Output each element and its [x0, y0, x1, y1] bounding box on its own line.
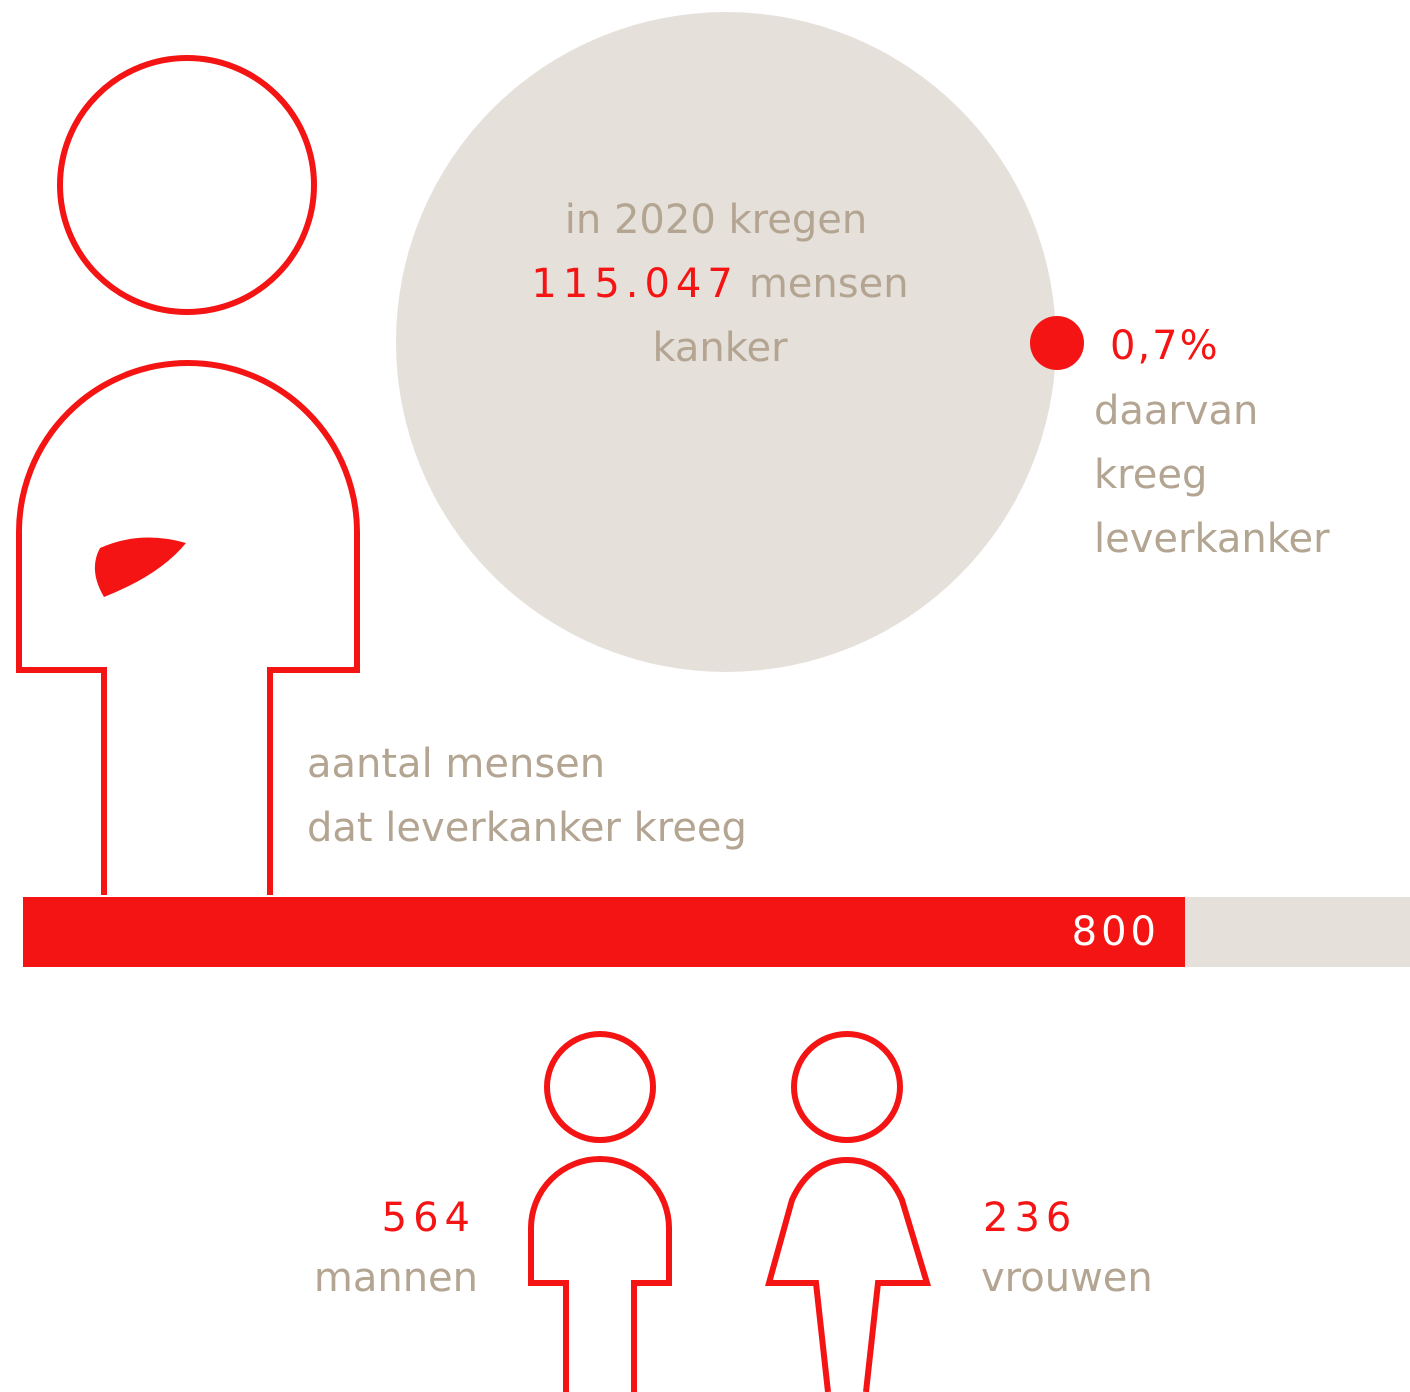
- circle-line3: kanker: [652, 325, 788, 371]
- infographic: in 2020 kregen 115.047mensen kanker 0,7%…: [0, 0, 1410, 1392]
- men-value: 564: [382, 1195, 476, 1241]
- man-head: [547, 1034, 653, 1140]
- bar-fill: [23, 897, 1185, 967]
- share-line: kreeg: [1094, 452, 1207, 498]
- woman-body: [769, 1160, 927, 1392]
- man-body: [531, 1159, 669, 1392]
- bar-label: dat leverkanker kreeg: [307, 805, 747, 851]
- women-label: vrouwen: [981, 1255, 1153, 1301]
- bar-label: aantal mensen: [307, 741, 605, 787]
- share-line: daarvan: [1094, 388, 1258, 434]
- share-value: 0,7%: [1110, 323, 1220, 369]
- circle-line1: in 2020 kregen: [565, 197, 867, 243]
- bar-value: 800: [1072, 909, 1160, 955]
- share-dot: [1030, 316, 1084, 370]
- woman-head: [794, 1034, 900, 1140]
- share-line: leverkanker: [1094, 516, 1330, 562]
- women-value: 236: [983, 1195, 1077, 1241]
- liver-icon: [95, 538, 186, 597]
- total-number: 115.047: [531, 261, 738, 307]
- person-head: [60, 58, 314, 312]
- men-label: mannen: [314, 1255, 478, 1301]
- circle-line2-text: mensen: [749, 261, 909, 307]
